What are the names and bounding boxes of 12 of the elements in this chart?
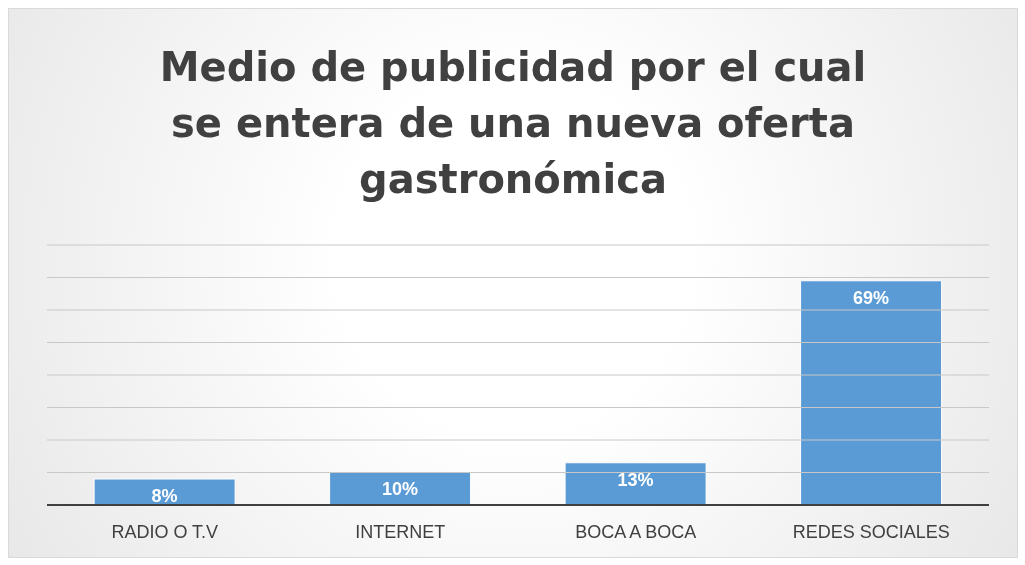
data-label: 8% — [151, 485, 178, 506]
x-tick-label: REDES SOCIALES — [792, 521, 950, 542]
data-label: 13% — [617, 469, 654, 490]
x-tick-label: RADIO O T.V — [111, 521, 219, 542]
data-label: 69% — [853, 287, 890, 308]
bar — [800, 280, 943, 505]
bar — [564, 462, 707, 505]
bar — [93, 478, 236, 505]
x-tick-label: BOCA A BOCA — [575, 521, 697, 542]
data-label: 10% — [382, 479, 419, 500]
chart-title: Medio de publicidad por el cual se entera de una nueva oferta gastronómica — [158, 43, 868, 204]
x-tick-label: INTERNET — [355, 521, 446, 542]
